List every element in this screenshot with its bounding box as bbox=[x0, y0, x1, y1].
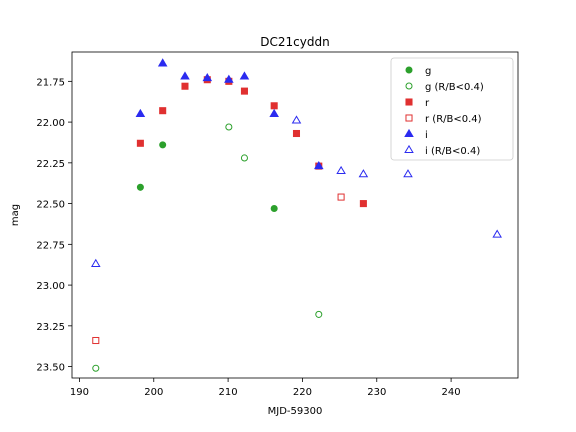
data-point bbox=[157, 58, 168, 67]
data-point bbox=[336, 165, 346, 175]
data-point bbox=[240, 87, 248, 95]
x-axis-label: MJD-59300 bbox=[268, 406, 323, 417]
x-tick-label: 230 bbox=[367, 387, 386, 398]
chart-title: DC21cyddn bbox=[260, 35, 329, 49]
data-point bbox=[270, 204, 278, 213]
legend-marker bbox=[405, 98, 413, 106]
data-point bbox=[90, 258, 101, 267]
data-point bbox=[135, 108, 146, 117]
x-tick-label: 220 bbox=[293, 387, 312, 398]
data-point bbox=[270, 102, 278, 110]
x-tick-label: 200 bbox=[144, 387, 163, 398]
y-tick-label: 23.25 bbox=[36, 322, 65, 333]
legend-box bbox=[390, 57, 514, 161]
legend: g g (R/B<0.4) r r (R/B<0.4) i i (R/B<0.4) bbox=[390, 57, 514, 161]
data-point bbox=[136, 183, 144, 191]
data-point bbox=[92, 336, 100, 345]
y-axis-label: mag bbox=[10, 204, 21, 226]
plot-area bbox=[71, 51, 519, 379]
data-point bbox=[403, 169, 413, 178]
data-point bbox=[136, 139, 144, 147]
legend-marker bbox=[405, 82, 413, 90]
data-point bbox=[159, 107, 167, 115]
data-point bbox=[239, 71, 250, 80]
legend-label: i bbox=[425, 130, 428, 141]
legend-marker bbox=[404, 144, 414, 154]
legend-label: g (R/B<0.4) bbox=[425, 82, 484, 93]
data-point bbox=[337, 193, 345, 201]
data-point bbox=[224, 74, 234, 83]
legend-label: i (R/B<0.4) bbox=[425, 146, 480, 157]
data-point bbox=[92, 364, 100, 372]
y-tick-label: 22.00 bbox=[36, 118, 65, 129]
data-point bbox=[181, 82, 189, 90]
data-point bbox=[359, 200, 367, 208]
data-point bbox=[315, 310, 323, 318]
data-point bbox=[225, 123, 233, 131]
y-tick-label: 23.00 bbox=[36, 281, 65, 292]
data-point bbox=[492, 229, 502, 238]
data-point bbox=[269, 108, 279, 117]
y-tick-label: 21.75 bbox=[36, 77, 65, 88]
data-point bbox=[240, 154, 248, 162]
y-tick-label: 22.25 bbox=[36, 159, 65, 170]
data-point bbox=[358, 169, 369, 178]
legend-label: r bbox=[425, 98, 430, 109]
y-axis: 21.75 22.00 22.25 22.50 22.75 23.00 23.25 23.50 bbox=[36, 77, 72, 374]
data-point bbox=[159, 141, 167, 149]
x-tick-label: 190 bbox=[70, 387, 89, 398]
legend-label: r (R/B<0.4) bbox=[425, 114, 482, 125]
legend-marker bbox=[405, 66, 413, 74]
legend-marker bbox=[405, 114, 413, 122]
y-tick-label: 22.50 bbox=[36, 200, 65, 211]
legend-marker bbox=[404, 128, 414, 138]
data-point bbox=[180, 71, 190, 80]
x-tick-label: 210 bbox=[219, 387, 238, 398]
y-tick-label: 23.50 bbox=[36, 363, 65, 374]
y-tick-label: 22.75 bbox=[36, 240, 65, 251]
data-point bbox=[202, 72, 213, 82]
legend-label: g bbox=[425, 66, 431, 77]
x-tick-label: 240 bbox=[442, 387, 461, 398]
data-point bbox=[292, 129, 301, 138]
data-points bbox=[90, 58, 502, 372]
data-point bbox=[291, 115, 302, 124]
x-axis: 190 200 210 220 230 240 bbox=[70, 378, 461, 398]
data-point bbox=[313, 160, 324, 170]
